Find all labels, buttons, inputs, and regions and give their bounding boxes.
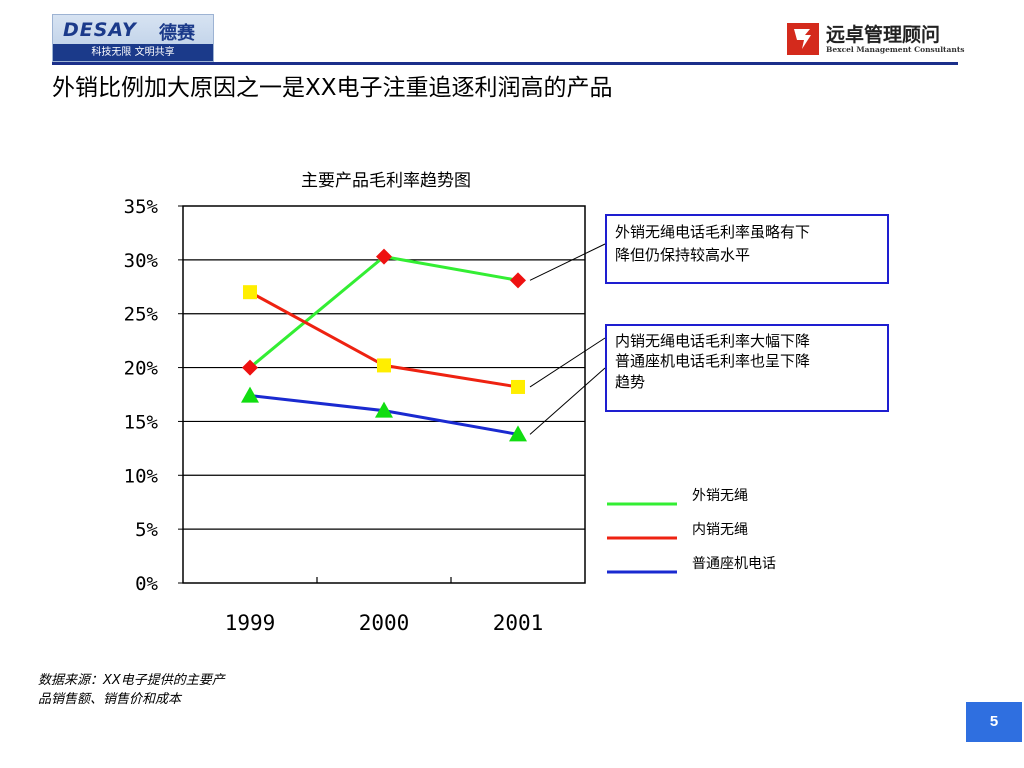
annotation-domestic-and-landline: 内销无绳电话毛利率大幅下降 普通座机电话毛利率也呈下降 趋势 (605, 324, 889, 412)
page-title: 外销比例加大原因之一是XX电子注重追逐利润高的产品 (52, 75, 613, 101)
desay-logo-slogan: 科技无限 文明共享 (53, 44, 213, 61)
data-point (242, 359, 258, 376)
bexcel-logo-name-en: Bexcel Management Consultants (826, 45, 965, 54)
annotation-connector (529, 367, 606, 435)
desay-logo-brand: DESAY (63, 19, 137, 41)
page-number: 5 (966, 702, 1022, 742)
x-tick-label: 2000 (359, 611, 410, 635)
y-tick-label: 25% (124, 304, 159, 326)
desay-logo-brand-cn: 德赛 (159, 23, 195, 44)
y-tick-label: 0% (135, 573, 158, 595)
y-tick-label: 15% (124, 411, 159, 433)
bexcel-logo-icon (787, 23, 819, 55)
legend-label: 普通座机电话 (692, 556, 776, 572)
legend-label: 内销无绳 (692, 522, 748, 538)
y-tick-label: 35% (124, 196, 159, 218)
data-point (509, 425, 527, 442)
data-source-line: 数据来源：XX电子提供的主要产 (38, 673, 225, 688)
data-point (511, 379, 525, 394)
annotation-line: 趋势 (615, 372, 646, 391)
annotation-connector (529, 337, 606, 388)
data-point (376, 248, 392, 265)
data-point (243, 285, 257, 300)
header-rule (52, 62, 958, 65)
y-tick-label: 10% (124, 465, 159, 487)
annotation-connector (529, 243, 606, 281)
bexcel-logo-name-cn: 远卓管理顾问 (826, 24, 941, 46)
y-tick-label: 30% (124, 250, 159, 272)
y-tick-label: 5% (135, 519, 158, 541)
y-tick-label: 20% (124, 358, 159, 380)
series-line (249, 290, 519, 389)
data-point (377, 358, 391, 373)
annotation-line: 普通座机电话毛利率也呈下降 (615, 352, 811, 371)
data-point (241, 386, 259, 403)
desay-logo: DESAY 德赛 科技无限 文明共享 (52, 14, 214, 62)
annotation-line: 内销无绳电话毛利率大幅下降 (615, 332, 811, 350)
annotation-export-cordless: 外销无绳电话毛利率虽略有下 降但仍保持较高水平 (605, 214, 889, 284)
data-point (375, 401, 393, 418)
data-source-note: 数据来源：XX电子提供的主要产 品销售额、销售价和成本 (38, 672, 298, 710)
annotation-line: 外销无绳电话毛利率虽略有下 (615, 223, 811, 241)
x-tick-label: 2001 (493, 611, 544, 635)
bexcel-logo: 远卓管理顾问 Bexcel Management Consultants (786, 20, 966, 60)
x-tick-label: 1999 (225, 611, 276, 635)
annotation-line: 降但仍保持较高水平 (615, 246, 751, 265)
plot-area-frame (182, 205, 586, 584)
legend-label: 外销无绳 (692, 488, 748, 504)
data-point (510, 272, 526, 289)
series-line (249, 255, 519, 369)
chart-title: 主要产品毛利率趋势图 (301, 171, 471, 191)
data-source-line: 品销售额、销售价和成本 (38, 691, 182, 707)
